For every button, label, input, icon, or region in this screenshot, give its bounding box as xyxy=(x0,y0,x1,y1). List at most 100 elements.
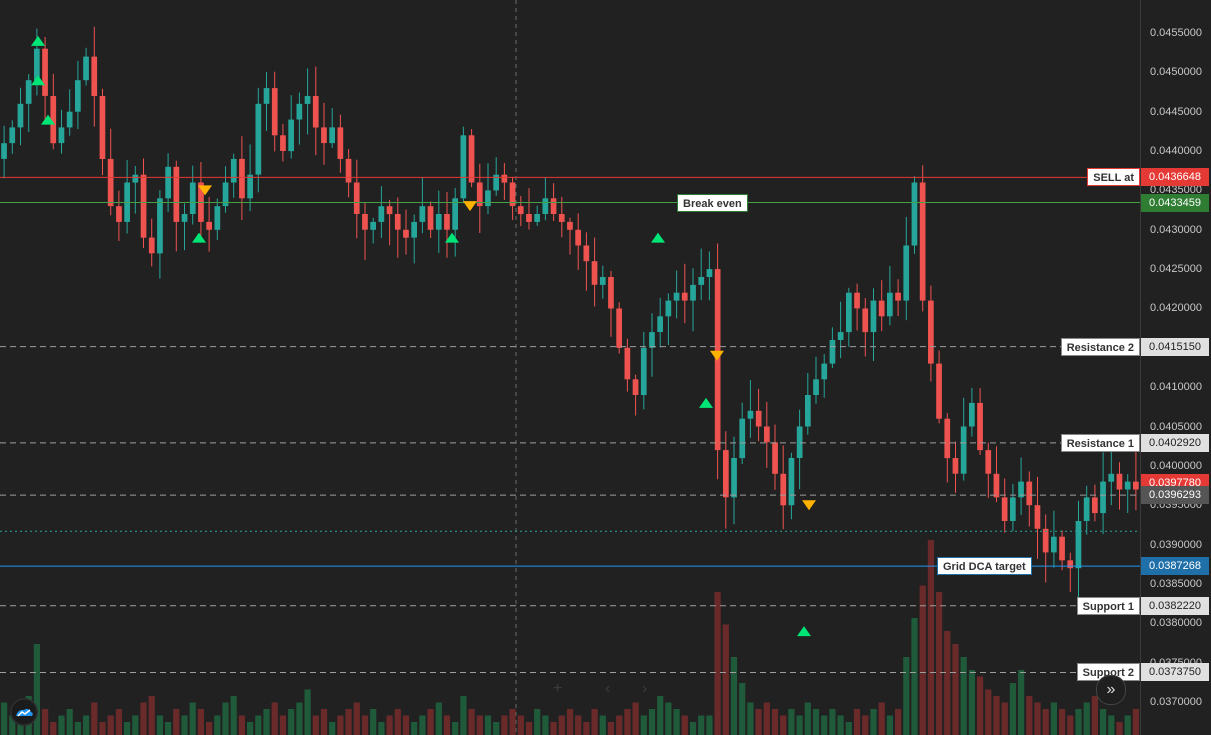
volume-bar xyxy=(853,709,861,735)
candle-body xyxy=(394,214,401,230)
candle-body xyxy=(854,292,860,309)
candle-body xyxy=(985,450,992,474)
sell-marker xyxy=(198,185,212,196)
volume-bar xyxy=(255,715,262,735)
volume-bar xyxy=(1050,702,1057,735)
volume-bar xyxy=(878,702,885,735)
add-icon[interactable]: + xyxy=(553,680,563,697)
candle-body xyxy=(616,308,622,348)
price-line-label[interactable]: Resistance 2 xyxy=(1060,337,1140,356)
volume-bar xyxy=(58,715,65,735)
candle-body xyxy=(99,96,106,159)
candle-body xyxy=(247,174,253,199)
candle-body xyxy=(649,332,655,348)
candle-body xyxy=(690,284,696,301)
candle-body xyxy=(501,174,508,183)
chevron-left-icon[interactable]: ‹ xyxy=(605,680,611,697)
volume-bar xyxy=(1009,683,1016,735)
candle-body xyxy=(157,198,163,254)
volume-bar xyxy=(1083,702,1090,735)
candle-body xyxy=(1018,481,1024,498)
price-tick-label: 0.0425000 xyxy=(1150,263,1202,276)
volume-bar xyxy=(484,715,492,735)
volume-bar xyxy=(607,722,615,735)
volume-bar xyxy=(394,709,401,735)
volume-bar xyxy=(304,689,311,735)
candle-body xyxy=(1026,481,1033,506)
candle-body xyxy=(165,166,171,199)
volume-bar xyxy=(993,696,1000,735)
candle-body xyxy=(1100,481,1106,514)
volume-bar xyxy=(345,709,352,735)
candle-body xyxy=(25,80,32,104)
candle-body xyxy=(796,426,803,458)
candle-body xyxy=(1067,560,1074,569)
candle-body xyxy=(928,300,934,364)
price-tick-label: 0.0420000 xyxy=(1150,302,1202,315)
volume-bar xyxy=(411,722,418,735)
price-tick-label: 0.0390000 xyxy=(1150,538,1202,551)
price-line-tag: 0.0387268 xyxy=(1141,557,1209,576)
candle-body xyxy=(312,96,319,128)
candle-body xyxy=(575,229,581,246)
buy-marker xyxy=(445,232,459,243)
candle-body xyxy=(173,166,180,222)
volume-bar xyxy=(886,715,893,735)
candle-body xyxy=(591,261,598,285)
volume-bar xyxy=(353,702,360,735)
candle-body xyxy=(526,214,532,222)
candle-body xyxy=(485,190,491,207)
volume-bar xyxy=(575,715,582,735)
price-line-label[interactable]: Support 1 xyxy=(1076,596,1140,615)
candle-body xyxy=(550,198,557,214)
volume-bar xyxy=(517,715,524,735)
volume-bar xyxy=(197,709,204,735)
price-tick-label: 0.0380000 xyxy=(1150,617,1202,630)
price-line-tag: 0.0396293 xyxy=(1141,486,1209,505)
candle-body xyxy=(370,221,376,230)
volume-bar xyxy=(361,715,369,735)
price-plot[interactable] xyxy=(0,0,1140,735)
candle-body xyxy=(1083,497,1090,521)
price-tick-label: 0.0435000 xyxy=(1150,184,1202,197)
price-line-label[interactable]: Break even xyxy=(677,193,748,212)
candle-body xyxy=(337,127,344,159)
volume-bar xyxy=(378,722,385,735)
price-line-label[interactable]: Resistance 1 xyxy=(1060,433,1140,452)
candle-body xyxy=(640,347,647,395)
volume-bar xyxy=(214,715,221,735)
chevron-right-icon[interactable]: › xyxy=(642,680,648,697)
volume-bar xyxy=(91,702,98,735)
candle-body xyxy=(1051,536,1057,553)
volume-bar xyxy=(624,709,631,735)
volume-bar xyxy=(74,722,81,735)
price-line-label[interactable]: SELL at xyxy=(1087,168,1140,187)
candle-body xyxy=(444,214,450,230)
price-line-label[interactable]: Grid DCA target xyxy=(937,557,1032,576)
volume-bar xyxy=(985,689,992,735)
candle-body xyxy=(870,300,877,333)
volume-bar xyxy=(443,715,451,735)
candle-body xyxy=(148,237,155,254)
volume-bar xyxy=(140,702,147,735)
candle-body xyxy=(353,182,360,214)
price-tick-label: 0.0450000 xyxy=(1150,66,1202,79)
volume-bar xyxy=(829,709,836,735)
candle-body xyxy=(821,363,828,380)
candle-body xyxy=(34,48,40,81)
volume-bar xyxy=(476,715,483,735)
candle-body xyxy=(403,229,409,238)
cloud-logo-icon[interactable] xyxy=(10,698,38,726)
double-chevron-right-icon: » xyxy=(1106,681,1116,698)
volume-bar xyxy=(747,702,754,735)
price-line-tag: 0.0382220 xyxy=(1141,596,1209,615)
buy-marker xyxy=(31,75,45,86)
candle-body xyxy=(58,127,65,144)
price-line-label[interactable]: Support 2 xyxy=(1076,663,1140,682)
candle-body xyxy=(1059,536,1065,561)
candle-body xyxy=(271,88,278,136)
candle-body xyxy=(829,340,836,364)
price-line-tag: 0.0415150 xyxy=(1141,337,1209,356)
scroll-to-latest-button[interactable]: » xyxy=(1096,675,1126,705)
